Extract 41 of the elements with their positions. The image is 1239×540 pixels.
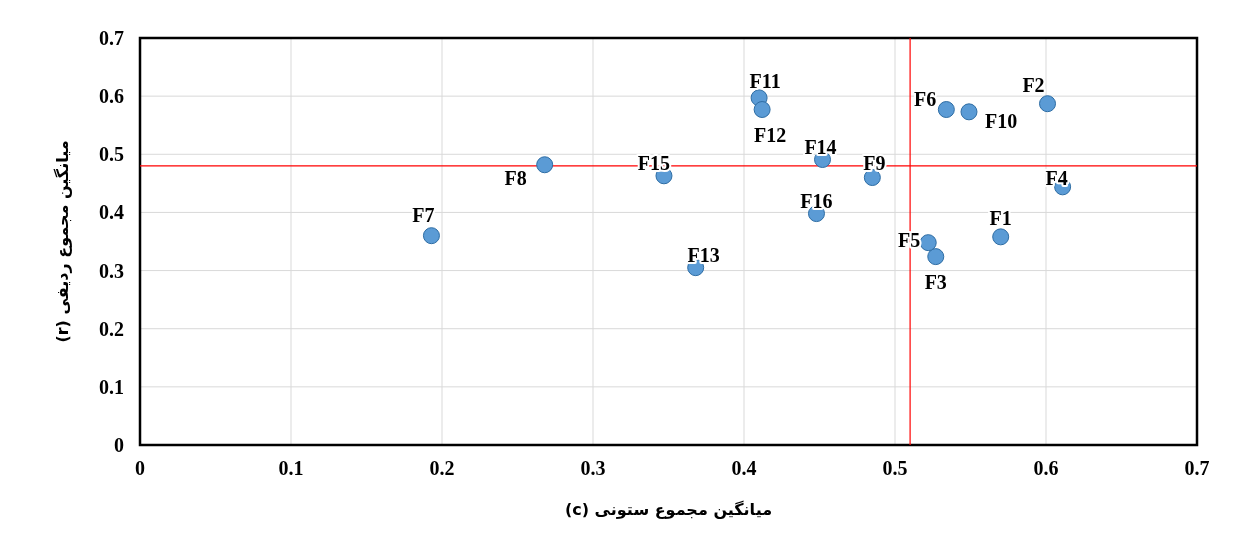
- annotation: F16: [800, 189, 833, 212]
- point: [919, 234, 937, 252]
- y-tick-label: 0.3: [99, 259, 124, 282]
- annotation: F14: [804, 135, 837, 158]
- y-tick-label: 0.6: [99, 85, 124, 108]
- point: [753, 101, 771, 119]
- x-tick-label: 0.4: [731, 457, 757, 479]
- x-tick-label: 0.7: [1184, 457, 1210, 479]
- point: [422, 227, 440, 245]
- y-tick-label: 0.5: [99, 143, 124, 166]
- point: [927, 248, 945, 266]
- annotation: F3: [924, 270, 947, 293]
- annotation: F13: [687, 243, 720, 266]
- x-tick-label: 0.2: [429, 457, 455, 479]
- y-tick-label: 0.4: [99, 201, 124, 224]
- y-tick-label: 0.7: [99, 27, 124, 49]
- point: [1039, 95, 1057, 113]
- annotation: F8: [504, 166, 527, 189]
- annotation: F11: [749, 69, 781, 92]
- y-tick-label: 0.2: [99, 317, 124, 340]
- y-tick-label: 0.1: [99, 375, 124, 398]
- point: [960, 103, 978, 121]
- annotation: F1: [989, 206, 1012, 229]
- x-tick-label: 0.1: [278, 457, 304, 479]
- x-tick-label: 0.6: [1033, 457, 1059, 479]
- annotation: F7: [412, 203, 435, 226]
- point: [992, 228, 1010, 246]
- x-axis-title: میانگین مجموع ستونی (c): [564, 500, 773, 519]
- annotation: F4: [1045, 166, 1068, 189]
- x-tick-label: 0.3: [580, 457, 606, 479]
- x-tick-label: 0: [135, 457, 145, 479]
- annotation: F10: [984, 109, 1018, 132]
- point: [937, 101, 955, 119]
- annotation: F2: [1022, 73, 1045, 96]
- y-tick-label: 0: [114, 434, 124, 456]
- x-tick-label: 0.5: [882, 457, 908, 479]
- point: [536, 156, 554, 174]
- point: [863, 169, 881, 187]
- annotation: F6: [914, 87, 937, 110]
- y-axis-title: میانگین مجموع ردیفی (r): [53, 140, 72, 343]
- annotation: F12: [754, 123, 787, 146]
